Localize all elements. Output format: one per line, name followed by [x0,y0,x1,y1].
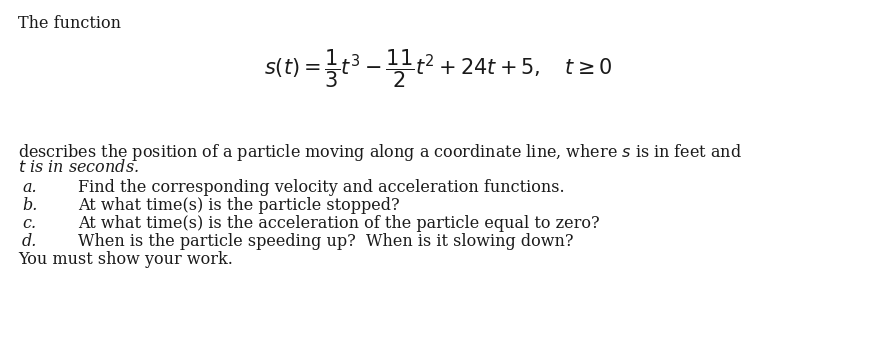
Text: When is the particle speeding up?  When is it slowing down?: When is the particle speeding up? When i… [78,233,574,250]
Text: $t$ is in seconds.: $t$ is in seconds. [18,159,139,176]
Text: You must show your work.: You must show your work. [18,251,233,268]
Text: The function: The function [18,15,121,32]
Text: describes the position of a particle moving along a coordinate line, where $s$ i: describes the position of a particle mov… [18,142,742,163]
Text: c.: c. [22,215,36,232]
Text: b.: b. [22,197,38,214]
Text: $s(t) = \dfrac{1}{3}t^3 - \dfrac{11}{2}t^2 + 24t + 5, \quad t \geq 0$: $s(t) = \dfrac{1}{3}t^3 - \dfrac{11}{2}t… [264,47,612,90]
Text: a.: a. [22,179,37,196]
Text: At what time(s) is the acceleration of the particle equal to zero?: At what time(s) is the acceleration of t… [78,215,600,232]
Text: Find the corresponding velocity and acceleration functions.: Find the corresponding velocity and acce… [78,179,565,196]
Text: d.: d. [22,233,38,250]
Text: At what time(s) is the particle stopped?: At what time(s) is the particle stopped? [78,197,400,214]
